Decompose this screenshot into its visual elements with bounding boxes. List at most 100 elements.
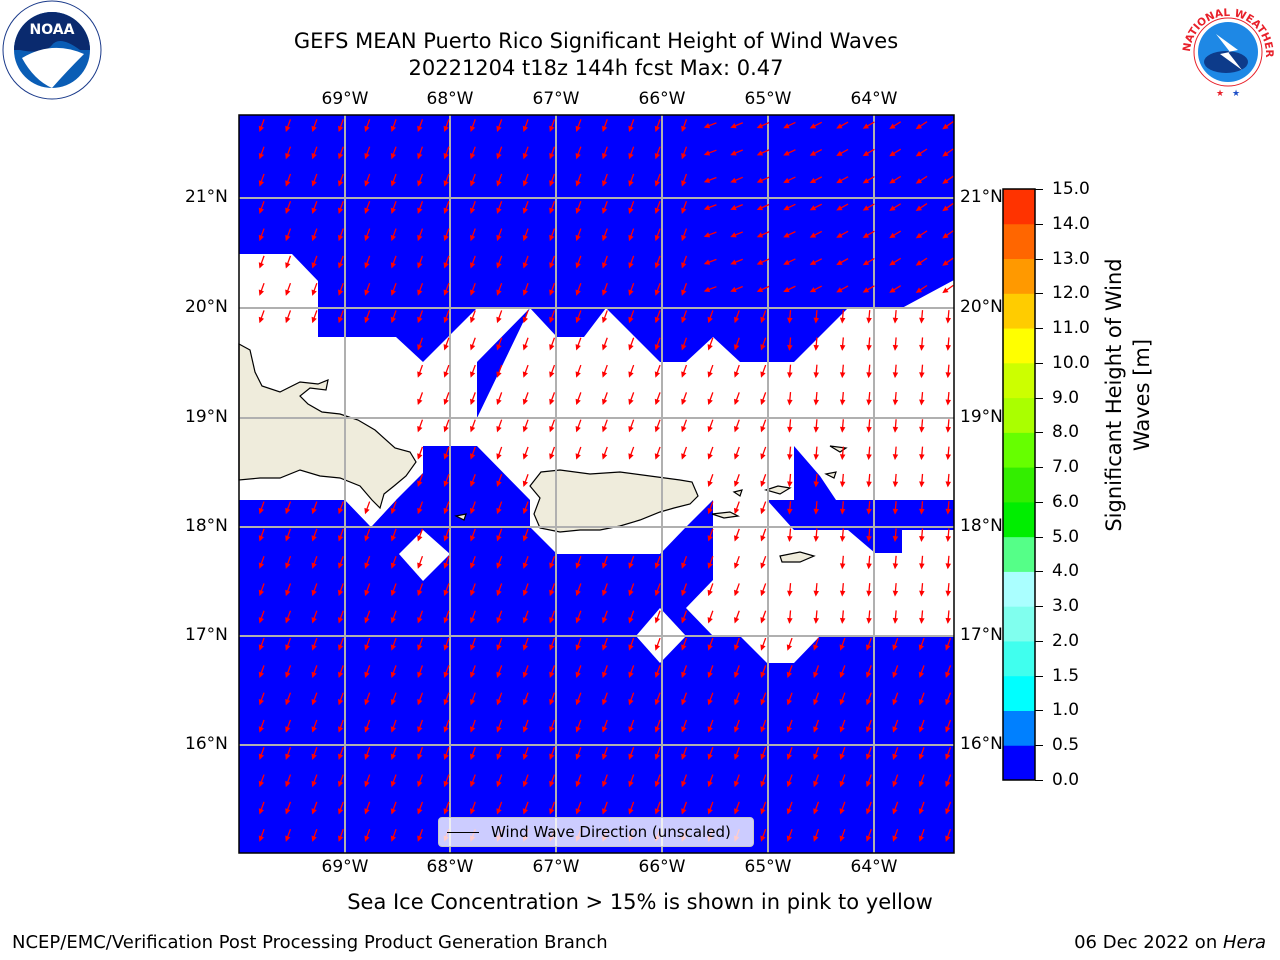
wind-arrow-head (575, 371, 581, 378)
wind-arrow-head (707, 780, 713, 788)
wind-arrow-head (628, 780, 634, 788)
map-title: GEFS MEAN Puerto Rico Significant Height… (293, 29, 899, 53)
wind-arrow-head (601, 617, 608, 624)
wind-arrow-head (549, 644, 555, 651)
wind-arrow-head (601, 780, 608, 788)
wind-arrow-head (337, 125, 344, 133)
wind-arrow-head (522, 152, 529, 160)
wind-arrow-head (364, 535, 370, 542)
wind-arrow-head (945, 317, 952, 324)
wind-arrow-head (417, 125, 423, 133)
wind-arrow-head (285, 289, 291, 296)
wind-arrow-head (390, 617, 397, 624)
wind-arrow-head (942, 178, 949, 184)
wind-arrow-head (364, 753, 370, 760)
wind-arrow-head (707, 398, 713, 406)
wind-arrow-head (601, 726, 608, 733)
wind-arrow-head (311, 535, 317, 542)
colorbar-tick-mark (1035, 362, 1043, 364)
wind-arrow-head (892, 617, 899, 624)
wind-arrow-head (889, 178, 896, 184)
wind-arrow-head (945, 808, 951, 815)
wind-arrow-head (311, 671, 317, 679)
wind-arrow-head (285, 262, 291, 269)
wind-arrow-head (258, 753, 265, 760)
wind-arrow-head (787, 535, 793, 542)
wind-arrow-head (417, 507, 423, 515)
wind-arrow-head (681, 698, 687, 706)
lat-label-left: 16°N (185, 734, 228, 754)
wind-arrow-head (733, 562, 740, 569)
wind-arrow-head (443, 507, 449, 515)
wind-arrow-head (337, 753, 344, 760)
wind-arrow-head (601, 425, 608, 433)
wind-arrow-head (786, 698, 793, 706)
wind-arrow-head (258, 316, 265, 324)
wind-arrow-head (654, 808, 661, 815)
wind-arrow-head (417, 726, 423, 733)
wind-arrow-head (443, 698, 449, 706)
wind-arrow-head (364, 507, 370, 515)
wind-arrow-head (733, 453, 740, 460)
wind-arrow-head (628, 753, 634, 760)
wind-arrow-head (628, 152, 634, 160)
wind-arrow-head (496, 480, 502, 487)
wind-arrow-head (733, 535, 740, 542)
colorbar-tick-label: 3.0 (1052, 596, 1080, 617)
wind-arrow-head (443, 617, 449, 624)
wind-arrow-head (703, 232, 711, 238)
lon-label-top: 66°W (638, 89, 686, 109)
wind-arrow-head (707, 726, 713, 733)
wind-arrow-head (787, 617, 793, 624)
wind-arrow-head (364, 698, 370, 706)
wind-arrow-head (681, 589, 687, 597)
wind-arrow-head (786, 726, 793, 733)
wind-arrow-head (417, 316, 423, 324)
footer-credit: NCEP/EMC/Verification Post Processing Pr… (12, 932, 608, 953)
wind-arrow-head (892, 590, 899, 597)
legend-label: Wind Wave Direction (unscaled) (491, 823, 731, 841)
wind-arrow-head (443, 671, 449, 679)
wind-arrow-head (839, 808, 845, 815)
wind-arrow-head (783, 232, 790, 238)
wind-arrow-head (417, 180, 423, 187)
wind-arrow-head (707, 316, 713, 324)
wind-arrow-head (942, 232, 949, 239)
wind-arrow-head (681, 316, 687, 324)
wind-arrow-head (681, 180, 687, 187)
wind-arrow-head (809, 287, 817, 293)
wind-arrow-head (787, 508, 793, 515)
wind-arrow-head (839, 753, 845, 760)
wind-arrow-head (760, 507, 766, 515)
wind-arrow-head (522, 589, 529, 597)
colorbar-tick-label: 5.0 (1052, 526, 1080, 547)
wind-arrow-head (628, 425, 634, 433)
wind-arrow-head (681, 262, 687, 269)
wind-arrow-head (601, 262, 608, 269)
wind-arrow-head (469, 125, 476, 133)
wind-arrow-head (681, 207, 687, 214)
wind-arrow-head (892, 399, 899, 406)
wind-arrow-head (703, 123, 711, 129)
wind-arrow-head (813, 590, 820, 597)
wind-arrow-head (703, 177, 711, 183)
wind-arrow-head (919, 399, 925, 406)
lon-label-bottom: 64°W (850, 857, 898, 877)
wind-arrow-head (628, 589, 634, 597)
wind-arrow-head (337, 180, 344, 187)
wind-arrow-head (443, 726, 449, 733)
wind-arrow-head (258, 835, 265, 842)
wind-arrow-head (364, 808, 370, 815)
hispaniola (238, 342, 417, 510)
wind-arrow-head (285, 535, 291, 542)
wind-arrow-head (575, 152, 581, 160)
wind-arrow-head (311, 316, 317, 324)
wind-arrow-head (258, 535, 265, 542)
colorbar-tick-mark (1035, 258, 1043, 260)
wind-arrow-head (469, 344, 476, 351)
wind-arrow-head (285, 671, 291, 679)
wind-arrow-head (654, 262, 661, 269)
wind-arrow-head (839, 698, 845, 706)
wind-arrow-head (865, 780, 872, 788)
colorbar-tick-label: 4.0 (1052, 561, 1080, 582)
